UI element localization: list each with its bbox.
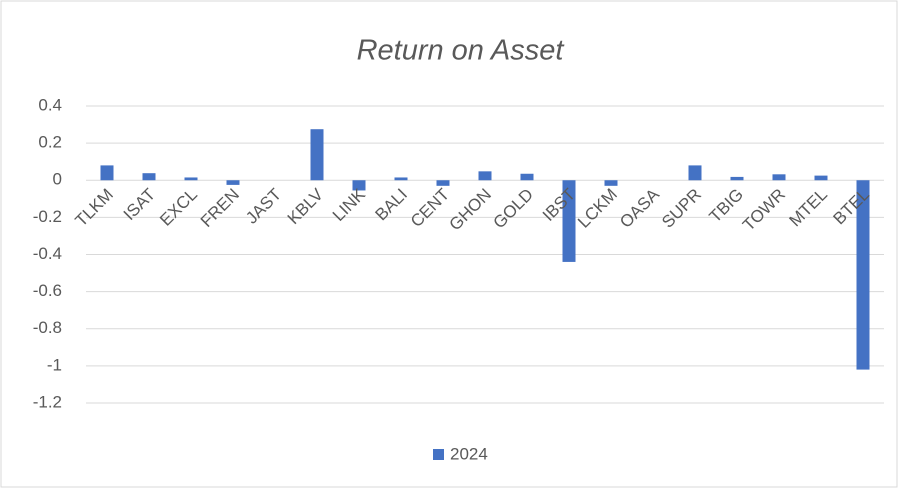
y-tick-label: 0.2 (38, 133, 62, 152)
bar (730, 176, 744, 181)
bar (604, 180, 618, 186)
bar (436, 180, 450, 186)
legend-label: 2024 (450, 444, 488, 463)
y-tick-label: -1.2 (33, 392, 62, 411)
bar (142, 173, 156, 181)
bar (772, 174, 786, 181)
bar (310, 129, 324, 181)
bar (352, 180, 366, 191)
bar (688, 165, 702, 181)
y-tick-label: -0.6 (33, 281, 62, 300)
bar (226, 180, 240, 185)
bar (184, 177, 198, 181)
chart-title: Return on Asset (357, 35, 566, 67)
bar (814, 175, 828, 181)
bar (478, 171, 492, 181)
y-tick-label: -0.8 (33, 318, 62, 337)
bar (856, 180, 870, 370)
y-tick-label: 0.4 (38, 95, 62, 114)
bar (394, 177, 408, 181)
y-tick-label: -0.2 (33, 207, 62, 226)
bar (520, 173, 534, 181)
legend-swatch (433, 449, 444, 460)
y-tick-label: -1 (47, 355, 62, 374)
bar (562, 180, 576, 262)
y-tick-label: -0.4 (33, 244, 62, 263)
y-tick-label: 0 (53, 170, 62, 189)
bar (100, 165, 114, 181)
